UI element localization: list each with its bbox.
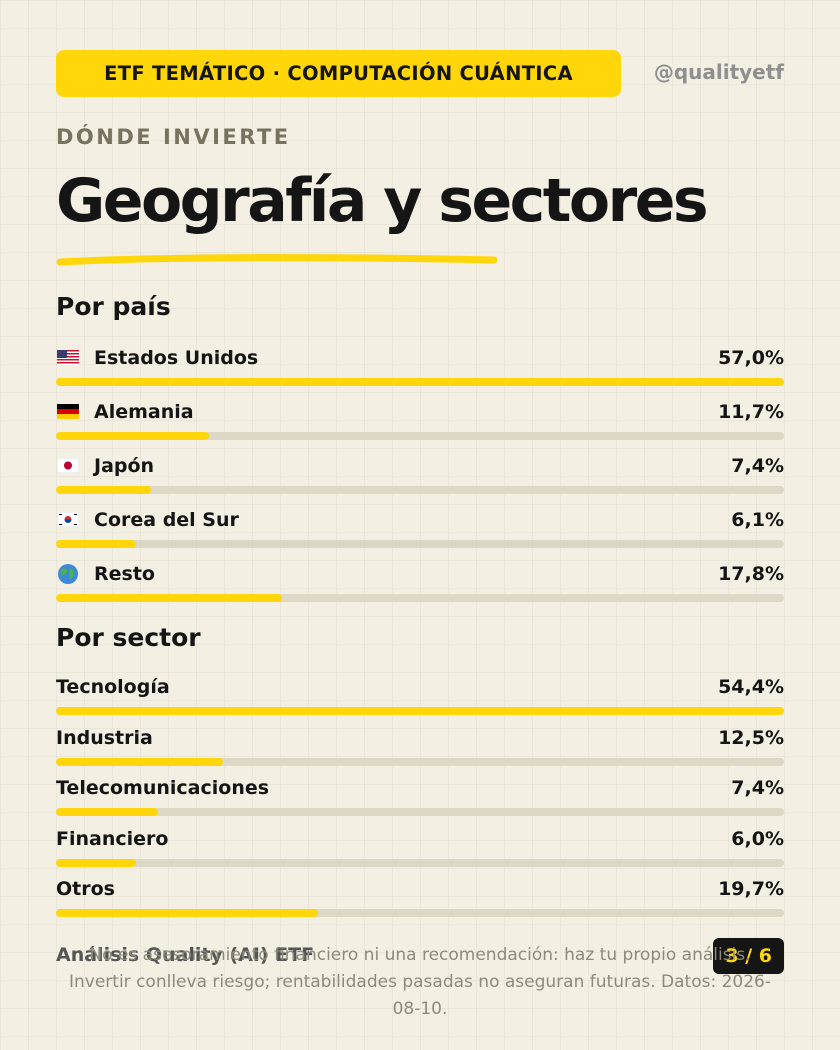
- sector-row: Industria 12,5%: [56, 726, 784, 766]
- page-indicator: 3 / 6: [713, 938, 784, 974]
- sector-bar-fill: [56, 859, 137, 867]
- germany-flag-icon: [56, 403, 80, 420]
- country-bar-track: [56, 432, 784, 440]
- country-value: 17,8%: [718, 563, 784, 585]
- country-bar-track: [56, 378, 784, 386]
- social-handle: @qualityetf: [653, 60, 784, 84]
- sector-bar-fill: [56, 707, 784, 715]
- sector-label: Otros: [56, 878, 115, 900]
- country-section-title: Por país: [56, 292, 171, 321]
- globe-icon: [56, 563, 80, 584]
- country-row: Japón 7,4%: [56, 454, 784, 494]
- country-label: Alemania: [94, 401, 194, 423]
- sector-value: 19,7%: [718, 878, 784, 900]
- country-bar-fill: [56, 378, 784, 386]
- country-label: Japón: [94, 455, 155, 477]
- footer-brand: Análisis Quality (AI) ETF: [56, 944, 315, 966]
- country-row: Alemania 11,7%: [56, 400, 784, 440]
- section-kicker: DÓNDE INVIERTE: [56, 125, 291, 149]
- sector-bar-fill: [56, 758, 224, 766]
- sector-label: Tecnología: [56, 676, 170, 698]
- country-label: Resto: [94, 563, 155, 585]
- theme-tag-label: ETF TEMÁTICO · COMPUTACIÓN CUÁNTICA: [104, 62, 573, 85]
- country-bar-fill: [56, 432, 209, 440]
- country-bar-track: [56, 486, 784, 494]
- sector-bar-track: [56, 909, 784, 917]
- sector-bar-track: [56, 758, 784, 766]
- footer: Análisis Quality (AI) ETF 3 / 6 No es as…: [56, 938, 784, 1019]
- sector-bar-fill: [56, 808, 158, 816]
- sector-value: 12,5%: [718, 727, 784, 749]
- sector-label: Industria: [56, 727, 153, 749]
- country-bar-fill: [56, 486, 151, 494]
- title-underline-decoration: [56, 254, 498, 266]
- disclaimer-text: No es asesoramiento financiero ni una re…: [69, 945, 771, 1019]
- country-row: Corea del Sur 6,1%: [56, 508, 784, 548]
- theme-tag: ETF TEMÁTICO · COMPUTACIÓN CUÁNTICA: [56, 50, 621, 97]
- sector-value: 54,4%: [718, 676, 784, 698]
- sector-label: Financiero: [56, 828, 169, 850]
- sector-section-title: Por sector: [56, 623, 201, 652]
- sector-bar-track: [56, 859, 784, 867]
- country-value: 6,1%: [731, 509, 784, 531]
- country-value: 11,7%: [718, 401, 784, 423]
- country-label: Corea del Sur: [94, 509, 239, 531]
- sector-row: Financiero 6,0%: [56, 827, 784, 867]
- country-row: Resto 17,8%: [56, 562, 784, 602]
- us-flag-icon: [56, 349, 80, 366]
- country-bar-track: [56, 594, 784, 602]
- country-bar-track: [56, 540, 784, 548]
- sector-row: Tecnología 54,4%: [56, 675, 784, 715]
- sector-bar-track: [56, 707, 784, 715]
- page-title: Geografía y sectores: [56, 166, 709, 236]
- japan-flag-icon: [56, 457, 80, 474]
- sector-row: Telecomunicaciones 7,4%: [56, 776, 784, 816]
- country-row: Estados Unidos 57,0%: [56, 346, 784, 386]
- sector-label: Telecomunicaciones: [56, 777, 270, 799]
- sector-bar-fill: [56, 909, 319, 917]
- country-value: 57,0%: [718, 347, 784, 369]
- sector-bar-track: [56, 808, 784, 816]
- sector-value: 7,4%: [731, 777, 784, 799]
- sector-row: Otros 19,7%: [56, 877, 784, 917]
- country-label: Estados Unidos: [94, 347, 259, 369]
- country-value: 7,4%: [731, 455, 784, 477]
- sector-value: 6,0%: [731, 828, 784, 850]
- south-korea-flag-icon: [56, 511, 80, 528]
- country-bar-fill: [56, 540, 137, 548]
- country-bar-fill: [56, 594, 282, 602]
